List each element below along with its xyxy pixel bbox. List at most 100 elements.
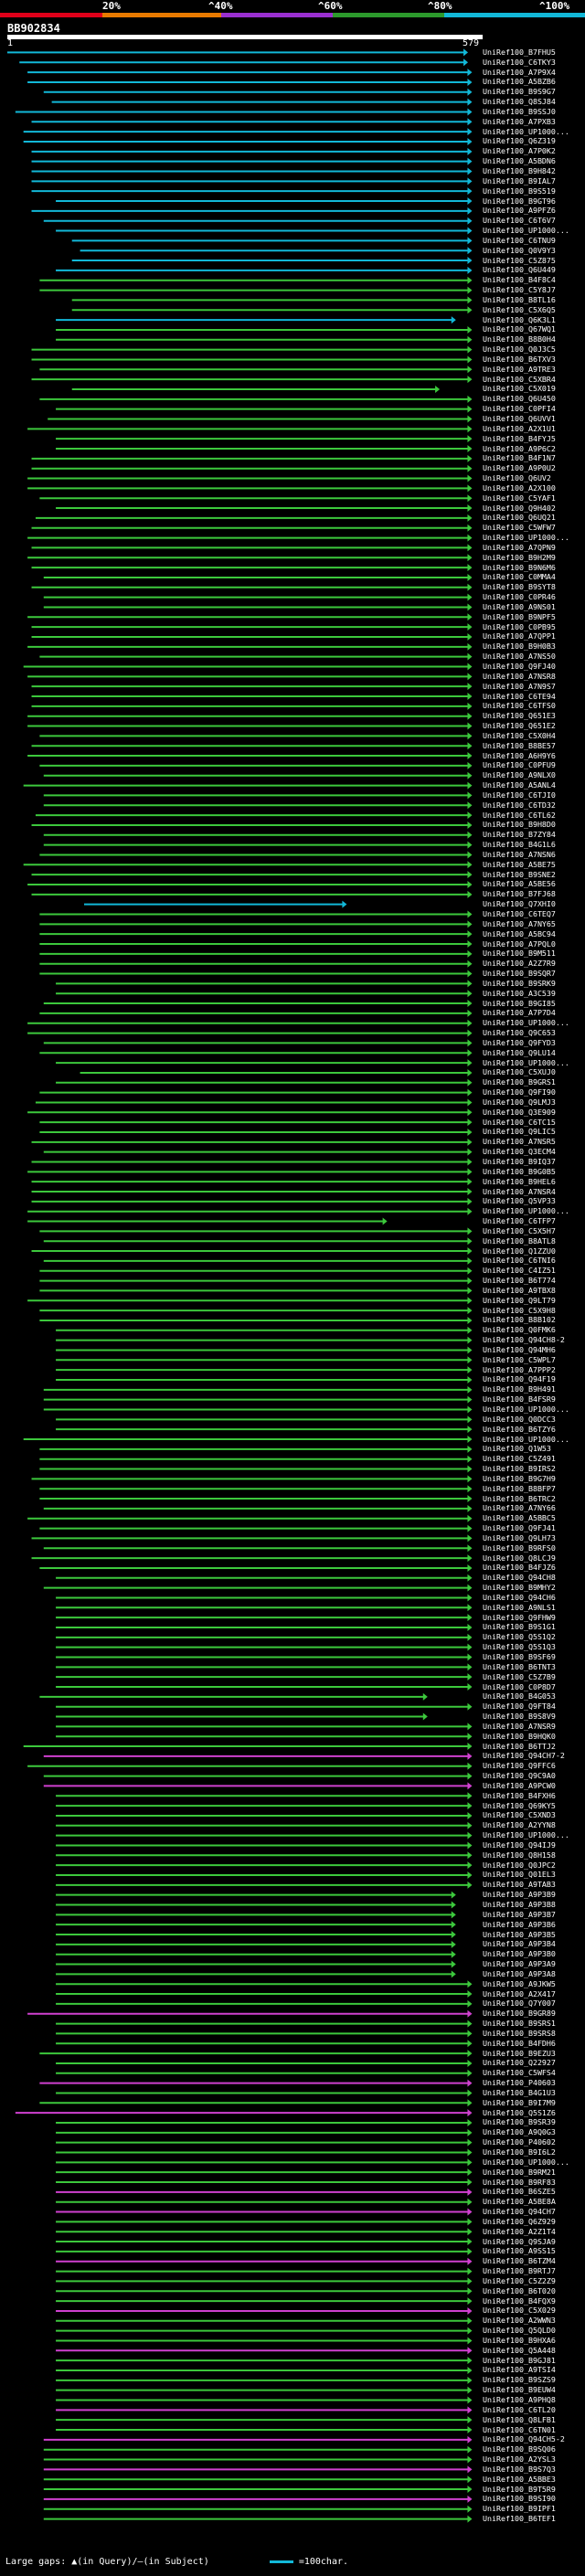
hit-label[interactable]: UniRef100_B9I7M9 <box>483 2097 556 2107</box>
hit-label[interactable]: UniRef100_A9P0U2 <box>483 463 556 473</box>
hit-label[interactable]: UniRef100_Q5S1Q2 <box>483 1632 556 1642</box>
hit-label[interactable]: UniRef100_B9EUW4 <box>483 2385 556 2395</box>
hit-label[interactable]: UniRef100_A5BE56 <box>483 879 556 889</box>
hit-label[interactable]: UniRef100_A2YYN8 <box>483 1820 556 1830</box>
hit-label[interactable]: UniRef100_Q8SJ84 <box>483 97 556 107</box>
hit-label[interactable]: UniRef100_A9P3A9 <box>483 1959 556 1969</box>
hit-label[interactable]: UniRef100_C5Z7B9 <box>483 1671 556 1681</box>
hit-label[interactable]: UniRef100_B4FSR9 <box>483 1394 556 1405</box>
hit-label[interactable]: UniRef100_C5XBR4 <box>483 374 556 384</box>
hit-label[interactable]: UniRef100_B9SRS1 <box>483 2019 556 2029</box>
hit-label[interactable]: UniRef100_A9PFZ6 <box>483 206 556 216</box>
hit-label[interactable]: UniRef100_Q9H402 <box>483 503 556 513</box>
hit-label[interactable]: UniRef100_Q9LT79 <box>483 1295 556 1305</box>
hit-label[interactable]: UniRef100_B9H491 <box>483 1384 556 1394</box>
hit-label[interactable]: UniRef100_A7NSR9 <box>483 1721 556 1731</box>
hit-label[interactable]: UniRef100_C0PFU9 <box>483 760 556 770</box>
hit-label[interactable]: UniRef100_A7PQL0 <box>483 938 556 949</box>
hit-label[interactable]: UniRef100_Q651E2 <box>483 721 556 731</box>
hit-label[interactable]: UniRef100_B9RFS0 <box>483 1542 556 1553</box>
hit-label[interactable]: UniRef100_B9I6L2 <box>483 2147 556 2157</box>
hit-label[interactable]: UniRef100_B4FXH6 <box>483 1790 556 1800</box>
hit-label[interactable]: UniRef100_Q651E3 <box>483 711 556 721</box>
hit-label[interactable]: UniRef100_Q9LU14 <box>483 1047 556 1057</box>
hit-label[interactable]: UniRef100_Q9FJ41 <box>483 1523 556 1533</box>
hit-label[interactable]: UniRef100_B9IRS2 <box>483 1464 556 1474</box>
hit-label[interactable]: UniRef100_C6TNI6 <box>483 1256 556 1266</box>
hit-label[interactable]: UniRef100_B9SQR7 <box>483 969 556 979</box>
hit-label[interactable]: UniRef100_A9SS15 <box>483 2246 556 2256</box>
hit-label[interactable]: UniRef100_UP1000... <box>483 1206 569 1216</box>
hit-label[interactable]: UniRef100_A5BBE3 <box>483 2474 556 2484</box>
hit-label[interactable]: UniRef100_Q8H158 <box>483 1850 556 1860</box>
hit-label[interactable]: UniRef100_P40602 <box>483 2137 556 2147</box>
hit-label[interactable]: UniRef100_B9SRS8 <box>483 2028 556 2038</box>
hit-label[interactable]: UniRef100_A7NSR8 <box>483 671 556 681</box>
hit-label[interactable]: UniRef100_B9HEL6 <box>483 1176 556 1186</box>
hit-label[interactable]: UniRef100_Q22927 <box>483 2058 556 2068</box>
hit-label[interactable]: UniRef100_A7P7D4 <box>483 1008 556 1018</box>
hit-label[interactable]: UniRef100_UP1000... <box>483 126 569 136</box>
hit-label[interactable]: UniRef100_A5BBC5 <box>483 1513 556 1523</box>
hit-label[interactable]: UniRef100_B9H2M9 <box>483 552 556 562</box>
hit-label[interactable]: UniRef100_Q3ECM4 <box>483 1147 556 1157</box>
hit-label[interactable]: UniRef100_Q94CH5-2 <box>483 2434 565 2444</box>
hit-label[interactable]: UniRef100_B4FYJ5 <box>483 433 556 443</box>
hit-label[interactable]: UniRef100_C5X029 <box>483 2306 556 2316</box>
hit-label[interactable]: UniRef100_A7NS50 <box>483 652 556 662</box>
hit-label[interactable]: UniRef100_B9GT96 <box>483 196 556 206</box>
hit-label[interactable]: UniRef100_C5Y8J7 <box>483 285 556 295</box>
hit-label[interactable]: UniRef100_C5X0H4 <box>483 730 556 740</box>
hit-label[interactable]: UniRef100_A9TRE3 <box>483 364 556 374</box>
hit-label[interactable]: UniRef100_B9S1G1 <box>483 1622 556 1632</box>
hit-label[interactable]: UniRef100_B9SSJ0 <box>483 106 556 116</box>
hit-label[interactable]: UniRef100_C5Z2Z9 <box>483 2275 556 2285</box>
hit-label[interactable]: UniRef100_C5WPL7 <box>483 1354 556 1364</box>
hit-label[interactable]: UniRef100_B8BFP7 <box>483 1483 556 1493</box>
hit-label[interactable]: UniRef100_B4F8C4 <box>483 275 556 285</box>
hit-label[interactable]: UniRef100_B9IPF1 <box>483 2504 556 2514</box>
hit-label[interactable]: UniRef100_B9H842 <box>483 166 556 175</box>
hit-label[interactable]: UniRef100_C6TJI0 <box>483 790 556 800</box>
hit-label[interactable]: UniRef100_Q8LCJ9 <box>483 1553 556 1563</box>
hit-label[interactable]: UniRef100_Q0JPC2 <box>483 1860 556 1870</box>
hit-label[interactable]: UniRef100_A5BZB6 <box>483 77 556 87</box>
hit-label[interactable]: UniRef100_C0PFI4 <box>483 404 556 414</box>
hit-label[interactable]: UniRef100_A7P0K2 <box>483 146 556 156</box>
hit-label[interactable]: UniRef100_UP1000... <box>483 533 569 543</box>
hit-label[interactable]: UniRef100_A9P6C2 <box>483 443 556 453</box>
hit-label[interactable]: UniRef100_Q9FT84 <box>483 1701 556 1712</box>
hit-label[interactable]: UniRef100_B4FQX9 <box>483 2295 556 2306</box>
hit-label[interactable]: UniRef100_B8B102 <box>483 1315 556 1325</box>
hit-label[interactable]: UniRef100_C6TFS0 <box>483 701 556 711</box>
hit-label[interactable]: UniRef100_A9NS01 <box>483 601 556 611</box>
hit-label[interactable]: UniRef100_A9PCW0 <box>483 1780 556 1790</box>
hit-label[interactable]: UniRef100_B9GRS1 <box>483 1077 556 1087</box>
hit-label[interactable]: UniRef100_B9S7Q3 <box>483 2464 556 2474</box>
hit-label[interactable]: UniRef100_B9SI90 <box>483 2494 556 2504</box>
hit-label[interactable]: UniRef100_Q3E909 <box>483 1107 556 1117</box>
hit-label[interactable]: UniRef100_B6TXV3 <box>483 354 556 364</box>
hit-label[interactable]: UniRef100_A2Z7R9 <box>483 959 556 969</box>
hit-label[interactable]: UniRef100_A6H9Y6 <box>483 750 556 760</box>
hit-label[interactable]: UniRef100_Q9FJ40 <box>483 662 556 671</box>
hit-label[interactable]: UniRef100_A7NSR4 <box>483 1186 556 1196</box>
hit-label[interactable]: UniRef100_B9S519 <box>483 186 556 196</box>
hit-label[interactable]: UniRef100_Q9SJA9 <box>483 2236 556 2246</box>
hit-label[interactable]: UniRef100_C5WFS4 <box>483 2068 556 2078</box>
hit-label[interactable]: UniRef100_Q94MH6 <box>483 1344 556 1354</box>
hit-label[interactable]: UniRef100_A5BDN6 <box>483 156 556 166</box>
hit-label[interactable]: UniRef100_B9SRK9 <box>483 978 556 988</box>
hit-label[interactable]: UniRef100_Q5QLD0 <box>483 2326 556 2336</box>
hit-label[interactable]: UniRef100_UP1000... <box>483 1830 569 1840</box>
hit-label[interactable]: UniRef100_B4G1U3 <box>483 2087 556 2097</box>
hit-label[interactable]: UniRef100_UP1000... <box>483 2157 569 2167</box>
hit-label[interactable]: UniRef100_B9RF83 <box>483 2177 556 2187</box>
hit-label[interactable]: UniRef100_C5X9H8 <box>483 1305 556 1315</box>
hit-label[interactable]: UniRef100_Q5S1Q3 <box>483 1642 556 1652</box>
hit-label[interactable]: UniRef100_A3C539 <box>483 988 556 998</box>
hit-label[interactable]: UniRef100_Q6K3L1 <box>483 314 556 324</box>
hit-label[interactable]: UniRef100_B9HXA6 <box>483 2335 556 2345</box>
hit-label[interactable]: UniRef100_Q94IJ9 <box>483 1839 556 1850</box>
hit-label[interactable]: UniRef100_A7PPP2 <box>483 1364 556 1374</box>
